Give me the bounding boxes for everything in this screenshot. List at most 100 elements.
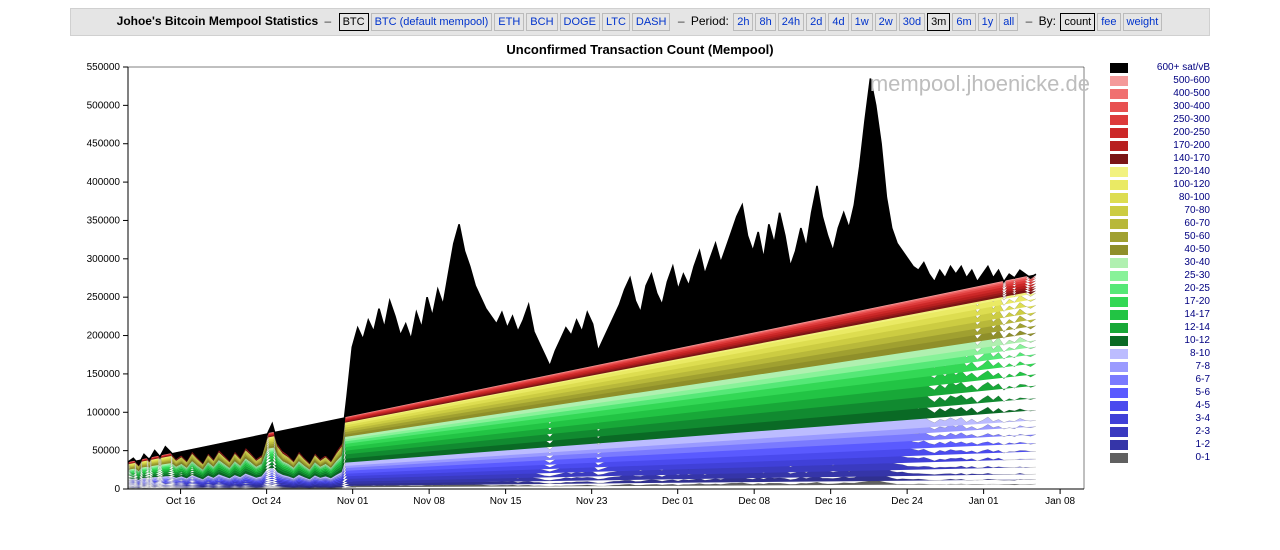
legend-swatch xyxy=(1110,180,1128,190)
coin-tab-bch[interactable]: BCH xyxy=(526,13,557,31)
legend-item[interactable]: 5-6 xyxy=(1110,386,1210,399)
legend-item[interactable]: 30-40 xyxy=(1110,256,1210,269)
legend-label: 500-600 xyxy=(1132,74,1210,87)
legend-swatch xyxy=(1110,167,1128,177)
by-tab-weight[interactable]: weight xyxy=(1123,13,1163,31)
legend-label: 140-170 xyxy=(1132,152,1210,165)
legend-label: 2-3 xyxy=(1132,425,1210,438)
legend-label: 1-2 xyxy=(1132,438,1210,451)
svg-text:Dec 01: Dec 01 xyxy=(662,496,694,507)
separator: – xyxy=(678,14,685,28)
svg-text:Nov 15: Nov 15 xyxy=(490,496,522,507)
legend-item[interactable]: 25-30 xyxy=(1110,269,1210,282)
chart-plot-area[interactable]: 0500001000001500002000002500003000003500… xyxy=(70,61,1104,511)
period-tab-30d[interactable]: 30d xyxy=(899,13,925,31)
svg-text:Jan 01: Jan 01 xyxy=(969,496,999,507)
period-tab-8h[interactable]: 8h xyxy=(755,13,775,31)
period-tab-all[interactable]: all xyxy=(999,13,1018,31)
coin-tab-dash[interactable]: DASH xyxy=(632,13,671,31)
legend-item[interactable]: 14-17 xyxy=(1110,308,1210,321)
legend-label: 100-120 xyxy=(1132,178,1210,191)
legend-item[interactable]: 8-10 xyxy=(1110,347,1210,360)
toolbar: Johoe's Bitcoin Mempool Statistics – BTC… xyxy=(70,8,1210,36)
svg-text:Jan 08: Jan 08 xyxy=(1045,496,1075,507)
separator: – xyxy=(1026,14,1033,28)
legend-label: 30-40 xyxy=(1132,256,1210,269)
by-tab-count[interactable]: count xyxy=(1060,13,1095,31)
legend-item[interactable]: 50-60 xyxy=(1110,230,1210,243)
legend-item[interactable]: 6-7 xyxy=(1110,373,1210,386)
legend-item[interactable]: 70-80 xyxy=(1110,204,1210,217)
legend-item[interactable]: 4-5 xyxy=(1110,399,1210,412)
legend-label: 50-60 xyxy=(1132,230,1210,243)
legend-item[interactable]: 10-12 xyxy=(1110,334,1210,347)
coin-tab-eth[interactable]: ETH xyxy=(494,13,524,31)
legend-swatch xyxy=(1110,427,1128,437)
period-tab-2d[interactable]: 2d xyxy=(806,13,826,31)
period-tab-1w[interactable]: 1w xyxy=(851,13,873,31)
period-tab-2w[interactable]: 2w xyxy=(875,13,897,31)
legend-label: 5-6 xyxy=(1132,386,1210,399)
svg-text:Oct 16: Oct 16 xyxy=(166,496,196,507)
legend-label: 400-500 xyxy=(1132,87,1210,100)
period-tab-6m[interactable]: 6m xyxy=(952,13,975,31)
period-tab-2h[interactable]: 2h xyxy=(733,13,753,31)
by-label: By: xyxy=(1039,14,1056,28)
legend-label: 200-250 xyxy=(1132,126,1210,139)
legend-item[interactable]: 120-140 xyxy=(1110,165,1210,178)
legend-item[interactable]: 17-20 xyxy=(1110,295,1210,308)
period-tab-1y[interactable]: 1y xyxy=(978,13,998,31)
legend-item[interactable]: 12-14 xyxy=(1110,321,1210,334)
legend-label: 8-10 xyxy=(1132,347,1210,360)
legend-swatch xyxy=(1110,128,1128,138)
period-tab-3m[interactable]: 3m xyxy=(927,13,950,31)
legend-swatch xyxy=(1110,284,1128,294)
svg-text:50000: 50000 xyxy=(92,446,120,457)
svg-text:0: 0 xyxy=(114,484,120,495)
legend-item[interactable]: 1-2 xyxy=(1110,438,1210,451)
svg-text:Nov 01: Nov 01 xyxy=(337,496,369,507)
coin-tab-btc-(default-mempool)[interactable]: BTC (default mempool) xyxy=(371,13,493,31)
page-title: Johoe's Bitcoin Mempool Statistics xyxy=(117,14,319,28)
legend-item[interactable]: 200-250 xyxy=(1110,126,1210,139)
legend-item[interactable]: 250-300 xyxy=(1110,113,1210,126)
legend-swatch xyxy=(1110,219,1128,229)
legend-item[interactable]: 40-50 xyxy=(1110,243,1210,256)
legend-item[interactable]: 400-500 xyxy=(1110,87,1210,100)
legend-item[interactable]: 500-600 xyxy=(1110,74,1210,87)
svg-text:200000: 200000 xyxy=(87,331,121,342)
coin-tab-doge[interactable]: DOGE xyxy=(560,13,600,31)
legend-item[interactable]: 3-4 xyxy=(1110,412,1210,425)
legend-item[interactable]: 300-400 xyxy=(1110,100,1210,113)
svg-text:Oct 24: Oct 24 xyxy=(252,496,282,507)
legend-swatch xyxy=(1110,76,1128,86)
legend-label: 12-14 xyxy=(1132,321,1210,334)
legend-item[interactable]: 20-25 xyxy=(1110,282,1210,295)
legend-item[interactable]: 80-100 xyxy=(1110,191,1210,204)
legend-swatch xyxy=(1110,349,1128,359)
legend-item[interactable]: 7-8 xyxy=(1110,360,1210,373)
legend-label: 3-4 xyxy=(1132,412,1210,425)
coin-tab-btc[interactable]: BTC xyxy=(339,13,369,31)
coin-tab-ltc[interactable]: LTC xyxy=(602,13,630,31)
legend-swatch xyxy=(1110,323,1128,333)
svg-text:300000: 300000 xyxy=(87,254,121,265)
legend-item[interactable]: 0-1 xyxy=(1110,451,1210,464)
svg-text:250000: 250000 xyxy=(87,292,121,303)
legend-label: 600+ sat/vB xyxy=(1132,61,1210,74)
svg-text:100000: 100000 xyxy=(87,407,121,418)
period-tab-4d[interactable]: 4d xyxy=(828,13,848,31)
svg-text:Dec 16: Dec 16 xyxy=(815,496,847,507)
legend-label: 17-20 xyxy=(1132,295,1210,308)
period-tab-24h[interactable]: 24h xyxy=(778,13,804,31)
svg-text:150000: 150000 xyxy=(87,369,121,380)
legend-item[interactable]: 140-170 xyxy=(1110,152,1210,165)
legend-item[interactable]: 60-70 xyxy=(1110,217,1210,230)
legend-item[interactable]: 2-3 xyxy=(1110,425,1210,438)
legend-label: 120-140 xyxy=(1132,165,1210,178)
legend-item[interactable]: 100-120 xyxy=(1110,178,1210,191)
chart-container: Unconfirmed Transaction Count (Mempool) … xyxy=(70,42,1210,511)
by-tab-fee[interactable]: fee xyxy=(1097,13,1120,31)
legend-item[interactable]: 600+ sat/vB xyxy=(1110,61,1210,74)
legend-item[interactable]: 170-200 xyxy=(1110,139,1210,152)
